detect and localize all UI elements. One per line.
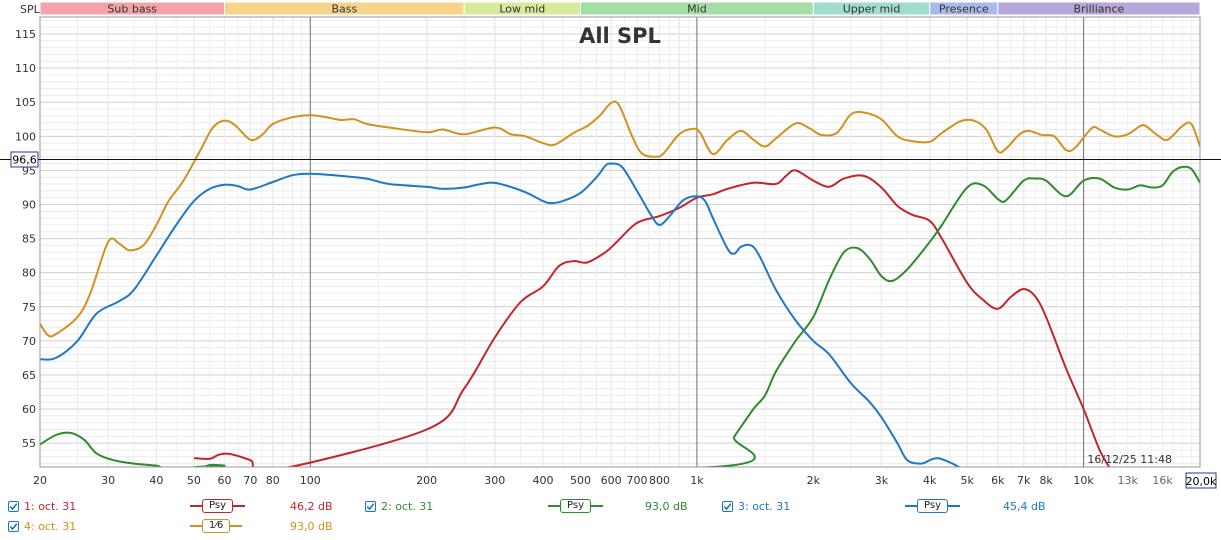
band-label: Upper mid xyxy=(843,3,901,16)
series-line-2 xyxy=(40,165,1200,467)
cursor-value-box[interactable] xyxy=(10,151,39,168)
spl-chart: Sub bass Bass Low mid Mid Upper mid Presence B… xyxy=(0,0,1221,492)
legend-line-style[interactable]: Psy xyxy=(190,498,245,514)
legend-value: 46,2 dB xyxy=(290,500,333,513)
y-tick-label: 80 xyxy=(22,267,36,280)
legend: 1: oct. 31 Psy 46,2 dB 2: oct. 31 Psy 93,0 dB… xyxy=(0,492,1221,540)
plot-frame xyxy=(39,16,1201,468)
x-tick-label: 800 xyxy=(649,474,670,487)
x-tick-label: 500 xyxy=(570,474,591,487)
y-tick-labels: 55 60 65 70 75 80 85 90 95 100 105 110 115 xyxy=(15,28,36,450)
y-tick-label: 105 xyxy=(15,96,36,109)
y-tick-label: 55 xyxy=(22,437,36,450)
band-label: Brilliance xyxy=(1073,3,1124,16)
x-tick-label: 10k xyxy=(1073,474,1094,487)
legend-checkbox[interactable] xyxy=(365,501,376,512)
x-tick-labels: 20 30 40 50 60 70 80 100 200 300 400 500 600 700 800 1k… xyxy=(33,474,1173,487)
x-tick-label: 300 xyxy=(484,474,505,487)
x-tick-label: 5k xyxy=(961,474,975,487)
series-line-1 xyxy=(193,169,1111,467)
band-label: Presence xyxy=(939,3,989,16)
band-label: Low mid xyxy=(499,3,545,16)
y-tick-label: 75 xyxy=(22,301,36,314)
series-line-4 xyxy=(40,100,1200,338)
series-line-3 xyxy=(40,162,961,467)
chart-background xyxy=(0,0,1221,492)
legend-item-2[interactable]: 2: oct. 31 xyxy=(365,500,433,513)
x-end-label: 20,0k xyxy=(1186,475,1217,488)
legend-label: 4: oct. 31 xyxy=(24,520,77,533)
x-tick-label: 3k xyxy=(875,474,889,487)
x-tick-label: 30 xyxy=(101,474,115,487)
x-tick-label: 7k xyxy=(1017,474,1031,487)
legend-label: 1: oct. 31 xyxy=(24,500,77,513)
legend-checkbox[interactable] xyxy=(8,501,19,512)
x-tick-label: 60 xyxy=(217,474,231,487)
legend-smoothing-label: Psy xyxy=(202,499,233,513)
x-tick-label: 20 xyxy=(33,474,47,487)
x-end-box[interactable]: 20,0k xyxy=(1185,472,1217,489)
curves xyxy=(40,100,1200,467)
legend-smoothing-label: Psy xyxy=(917,499,948,513)
band-label: Mid xyxy=(687,3,707,16)
legend-label: 2: oct. 31 xyxy=(381,500,434,513)
timestamp: 16/12/25 11:48 xyxy=(1087,453,1172,466)
x-tick-label: 100 xyxy=(300,474,321,487)
y-tick-label: 110 xyxy=(15,62,36,75)
y-axis-label: SPL xyxy=(20,3,41,16)
legend-smoothing-label: Psy xyxy=(560,499,591,513)
x-tick-label: 16k xyxy=(1152,474,1173,487)
legend-line-style[interactable]: 1⁄6 xyxy=(190,518,243,534)
y-tick-label: 70 xyxy=(22,335,36,348)
x-tick-label: 13k xyxy=(1117,474,1138,487)
x-tick-label: 400 xyxy=(533,474,554,487)
x-tick-label: 40 xyxy=(149,474,163,487)
y-tick-label: 65 xyxy=(22,369,36,382)
legend-line-style[interactable]: Psy xyxy=(905,498,960,514)
grid xyxy=(39,17,1201,467)
y-tick-label: 115 xyxy=(15,28,36,41)
band-6 xyxy=(997,1,1201,16)
cursor[interactable]: 96,6 xyxy=(0,151,1221,168)
legend-value: 93,0 dB xyxy=(645,500,688,513)
y-tick-label: 60 xyxy=(22,403,36,416)
legend-item-1[interactable]: 1: oct. 31 xyxy=(8,500,76,513)
legend-value: 93,0 dB xyxy=(290,520,333,533)
legend-label: 3: oct. 31 xyxy=(738,500,791,513)
x-tick-label: 70 xyxy=(243,474,257,487)
chart-title: All SPL xyxy=(579,24,661,48)
legend-item-4[interactable]: 4: oct. 31 xyxy=(8,520,76,533)
x-tick-label: 80 xyxy=(266,474,280,487)
y-tick-label: 100 xyxy=(15,130,36,143)
x-tick-label: 2k xyxy=(807,474,821,487)
frequency-bands: Sub bass Bass Low mid Mid Upper mid Presence B… xyxy=(39,1,1201,16)
band-label: Bass xyxy=(331,3,357,16)
y-tick-label: 90 xyxy=(22,199,36,212)
x-tick-label: 6k xyxy=(991,474,1005,487)
cursor-value-label: 96,6 xyxy=(12,154,37,167)
x-tick-label: 50 xyxy=(187,474,201,487)
x-tick-label: 600 xyxy=(601,474,622,487)
x-tick-label: 8k xyxy=(1039,474,1053,487)
y-tick-label: 95 xyxy=(22,164,36,177)
legend-item-3[interactable]: 3: oct. 31 xyxy=(722,500,790,513)
legend-smoothing-label: 1⁄6 xyxy=(202,519,231,533)
band-label: Sub bass xyxy=(107,3,157,16)
x-tick-label: 200 xyxy=(416,474,437,487)
x-tick-label: 1k xyxy=(690,474,704,487)
y-tick-label: 85 xyxy=(22,233,36,246)
legend-checkbox[interactable] xyxy=(8,521,19,532)
legend-value: 45,4 dB xyxy=(1003,500,1046,513)
x-tick-label: 700 xyxy=(627,474,648,487)
x-tick-label: 4k xyxy=(923,474,937,487)
legend-checkbox[interactable] xyxy=(722,501,733,512)
legend-line-style[interactable]: Psy xyxy=(548,498,603,514)
